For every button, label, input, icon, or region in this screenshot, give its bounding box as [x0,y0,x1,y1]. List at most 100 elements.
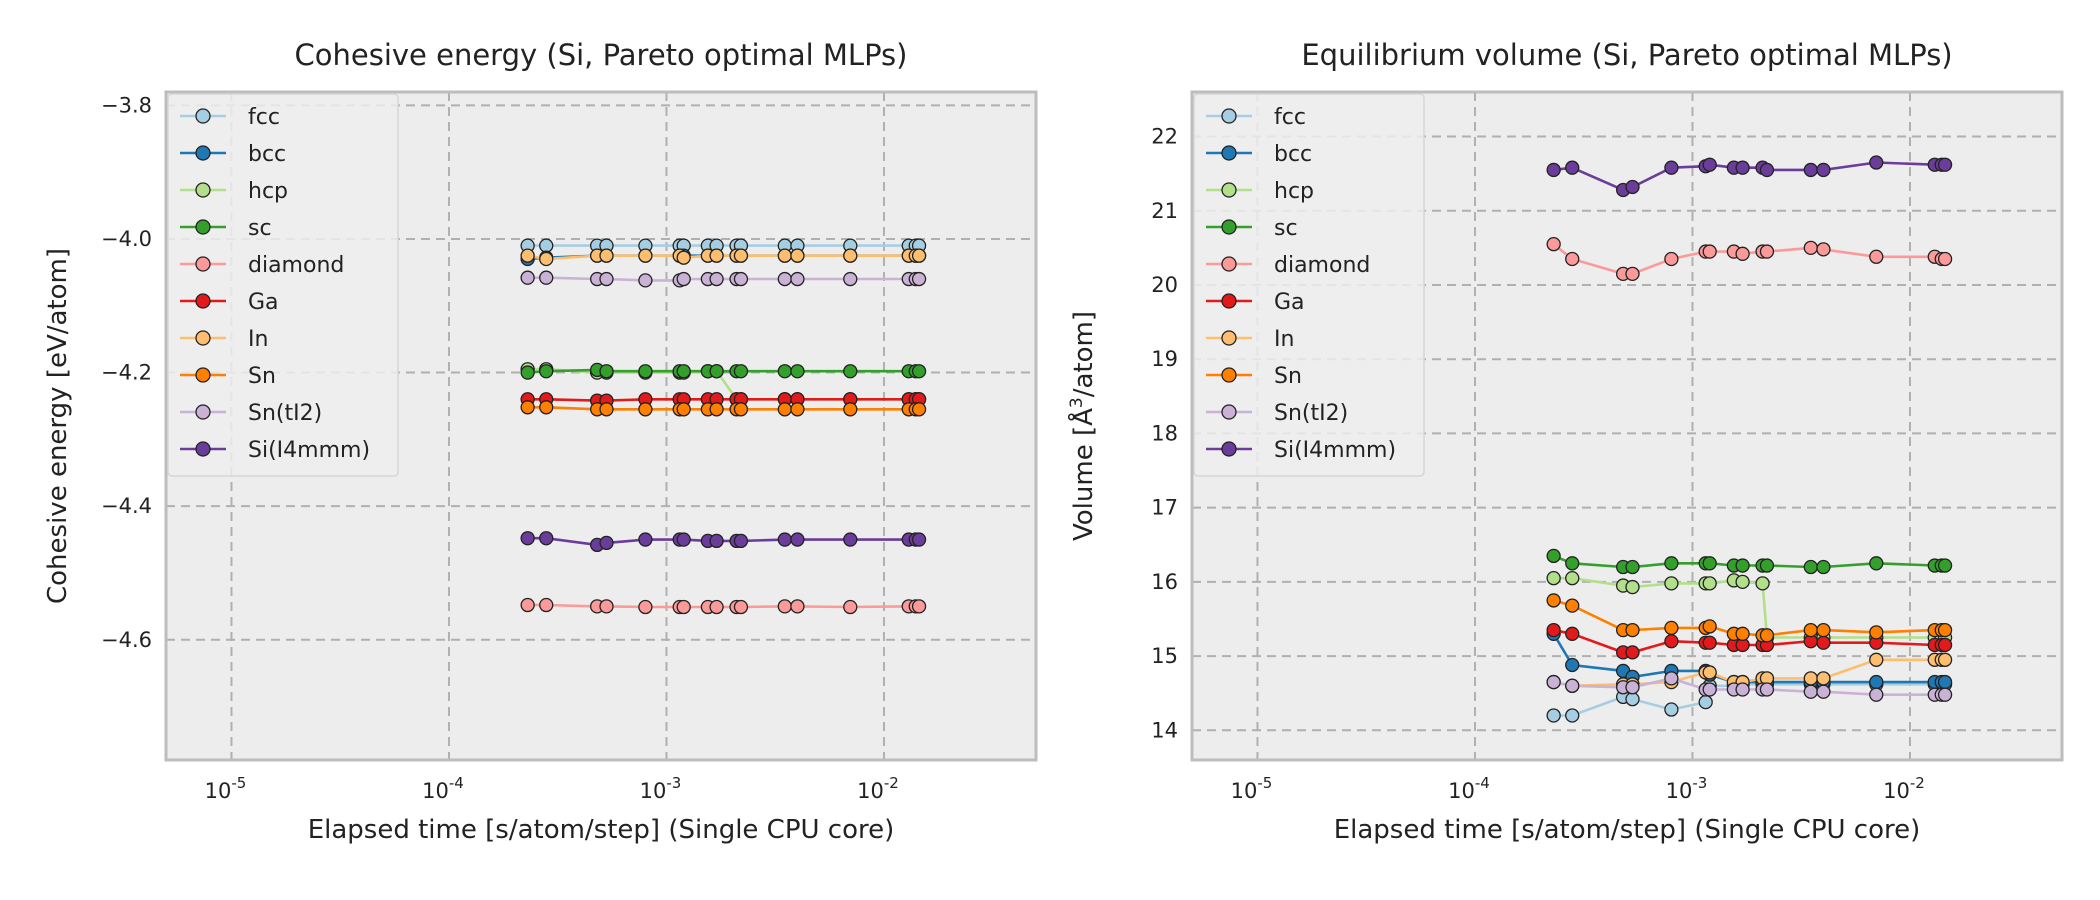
legend-marker [1221,330,1237,346]
x-tick-label: 10-2 [857,774,899,803]
data-point [1625,579,1640,595]
data-point [1664,634,1679,649]
data-point [520,597,535,613]
data-point [520,531,535,546]
legend-marker [195,367,211,383]
data-point [790,271,805,287]
data-point [1546,674,1561,690]
data-point [1816,671,1831,686]
data-point [1565,678,1580,693]
series-In [520,248,927,267]
data-point [676,364,691,379]
data-point [843,599,858,615]
data-point [1565,657,1580,673]
legend: fcc bcc hcp sc diamond Ga In Sn Sn(tI2) Si(I4mmm) [167,93,399,477]
data-point [1735,682,1750,697]
data-point [911,271,927,287]
data-point [1816,162,1831,178]
data-point [1803,622,1818,638]
data-point [1735,558,1750,573]
data-point [1698,694,1713,710]
data-point [1664,251,1679,267]
data-point [843,364,858,379]
y-tick-label: −4.6 [101,628,152,652]
data-point [599,599,614,614]
data-point [1702,665,1717,680]
data-point [733,248,749,263]
data-point [1546,622,1561,638]
y-tick-label: 22 [1151,125,1178,149]
data-point [520,365,535,380]
data-point [777,599,792,614]
data-point [1869,155,1884,170]
legend-entry: bcc [248,142,286,167]
x-axis-label: Elapsed time [s/atom/step] (Single CPU c… [1334,815,1921,845]
data-point [1759,558,1775,573]
data-point [911,599,927,614]
data-point [777,532,792,547]
data-point [539,251,554,267]
data-point [709,533,724,549]
legend-entry: Sn(tI2) [1274,401,1348,426]
data-point [1816,635,1831,650]
legend-entry: diamond [1274,253,1370,278]
x-tick-label: 10-4 [1448,774,1490,803]
data-point [1702,157,1717,172]
legend-entry: diamond [248,253,344,278]
legend-marker [195,219,211,235]
legend-entry: Sn(tI2) [248,401,322,426]
data-point [676,402,691,417]
data-point [1869,625,1884,640]
series-sc [520,362,927,380]
data-point [1702,635,1717,650]
data-point [1735,246,1750,261]
y-tick-label: −3.8 [101,93,152,117]
legend-entry: sc [248,216,272,241]
legend-entry: Si(I4mmm) [1274,438,1396,463]
data-point [911,532,927,547]
data-point [1803,559,1818,575]
legend-entry: Si(I4mmm) [248,438,370,463]
legend-marker [195,404,211,420]
legend-entry: Sn [248,364,276,389]
series-Si(I4mmm) [520,531,927,553]
data-point [790,599,805,614]
data-point [1735,160,1750,175]
data-point [1869,674,1884,690]
legend-entry: In [248,327,268,352]
y-tick-label: 21 [1151,199,1178,223]
x-tick-label: 10-5 [205,774,247,803]
data-point [1546,548,1561,564]
legend-marker [1221,108,1237,124]
data-point [1565,556,1580,571]
data-point [1755,576,1770,591]
series-Si(I4mmm) [1546,155,1953,198]
data-point [777,402,792,417]
data-point [843,271,858,287]
data-point [1664,556,1679,571]
data-point [790,248,805,263]
data-point [1803,162,1818,178]
data-point [638,364,653,379]
data-point [843,248,858,263]
data-point [539,270,554,285]
y-tick-label: 20 [1151,273,1178,297]
legend-marker [195,108,211,124]
data-point [520,270,535,285]
data-point [1702,244,1717,259]
data-point [1565,708,1580,723]
data-point [911,402,927,417]
data-point [1937,674,1953,690]
data-point [1625,645,1640,660]
plot-frame [164,90,1038,762]
legend-entry: Sn [1274,364,1302,389]
data-point [1546,593,1561,608]
data-point [1625,266,1640,281]
plot-frame [1190,90,2064,762]
data-point [1565,571,1580,586]
data-point [1937,637,1953,653]
data-point [1702,682,1717,697]
data-point [1546,708,1561,723]
data-point [676,599,691,615]
